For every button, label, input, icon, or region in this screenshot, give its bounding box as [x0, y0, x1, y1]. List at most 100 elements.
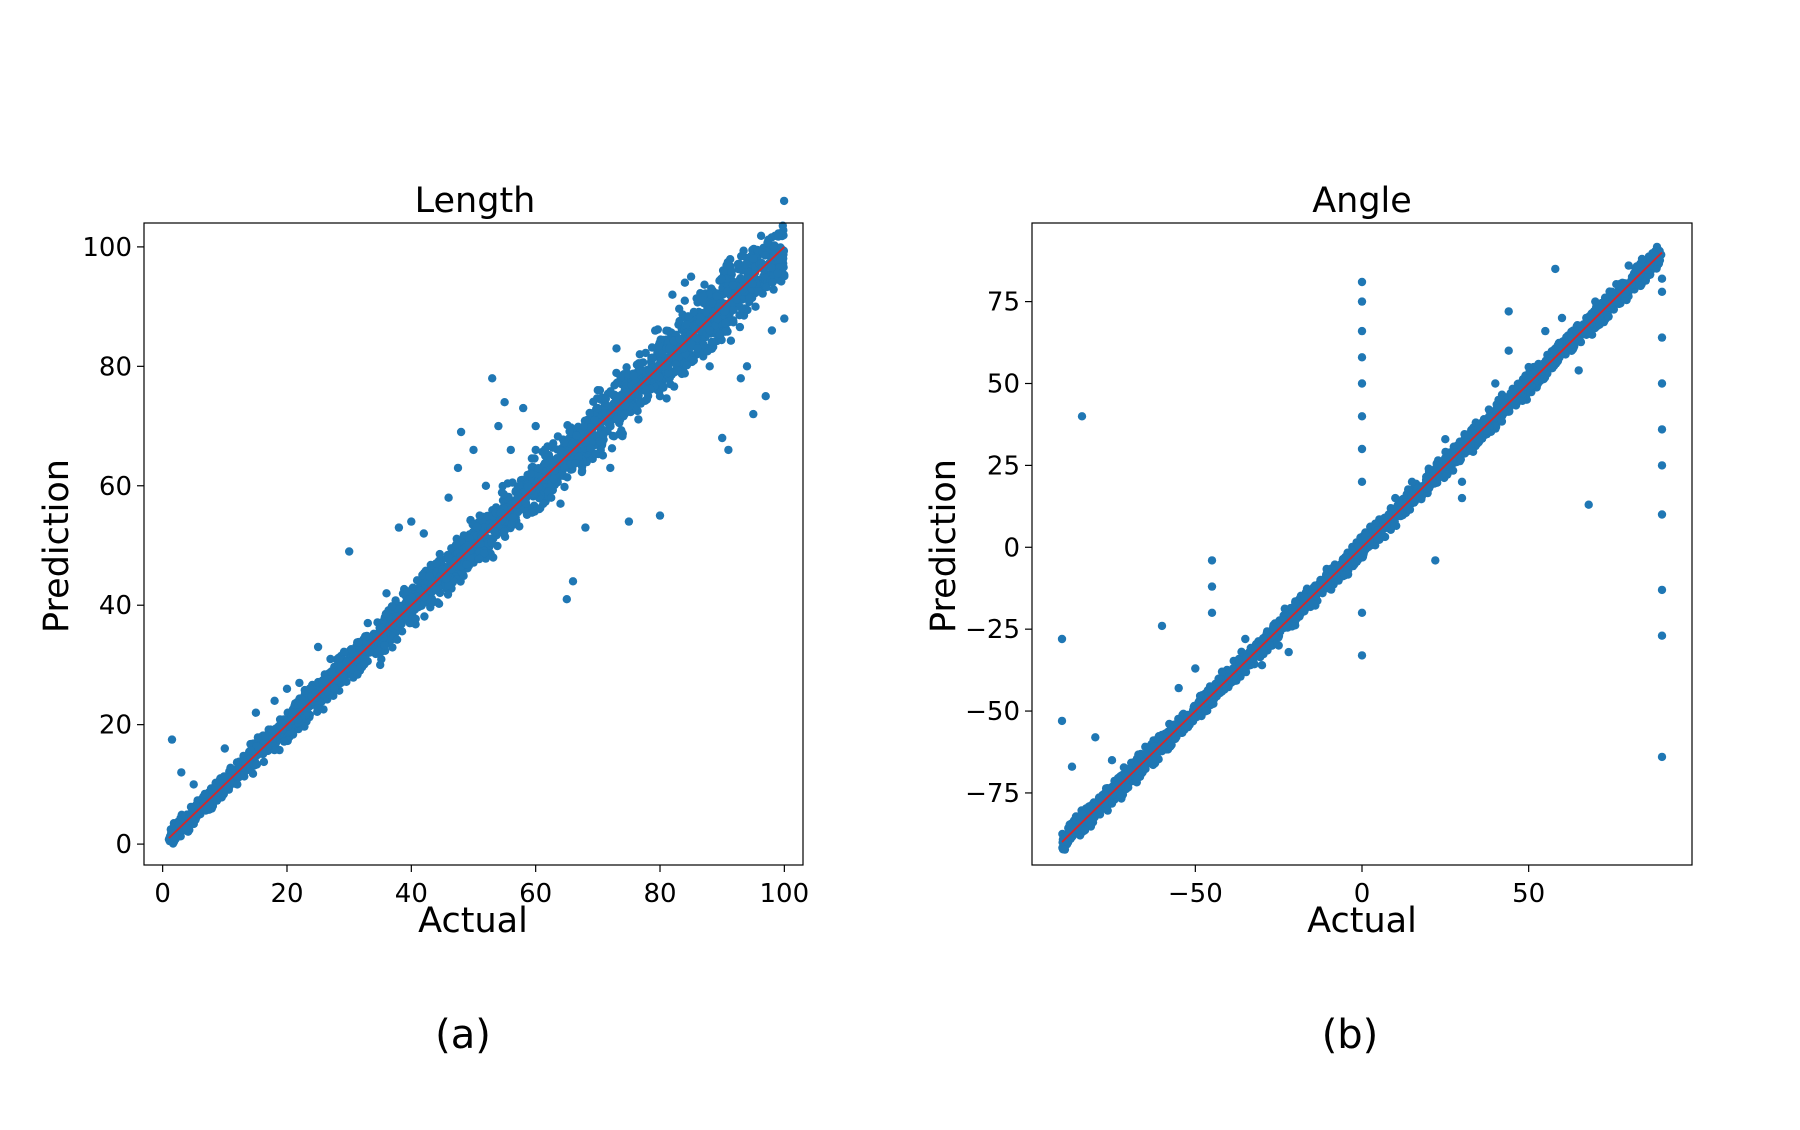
scatter-point — [668, 290, 677, 299]
scatter-band-point — [612, 378, 622, 387]
scatter-band-point — [586, 444, 595, 453]
scatter-band-point — [499, 490, 508, 499]
scatter-point — [680, 278, 690, 287]
scatter-band-point — [726, 255, 735, 264]
x-tick-label: 0 — [154, 879, 171, 909]
scatter-point — [506, 445, 515, 455]
scatter-band-point — [526, 469, 535, 478]
scatter-band-point — [511, 497, 521, 507]
scatter-band-point — [418, 570, 427, 580]
scatter-band-point — [252, 760, 261, 769]
scatter-point — [519, 403, 528, 413]
scatter-point — [453, 463, 463, 473]
scatter-band-point — [680, 296, 689, 305]
scatter-band-point — [411, 614, 420, 624]
scatter-point — [593, 403, 602, 413]
scatter-band-point — [489, 553, 498, 562]
scatter-band-point — [736, 274, 745, 283]
scatter-point — [326, 654, 335, 664]
scatter-band-point — [353, 670, 362, 679]
scatter-band-point — [474, 554, 484, 564]
scatter-band-point — [612, 392, 621, 401]
scatter-band-point — [707, 337, 716, 347]
scatter-band-point — [334, 654, 343, 664]
scatter-band-point — [710, 321, 720, 330]
scatter-band-point — [373, 646, 383, 655]
scatter-band-point — [695, 313, 705, 322]
scatter-band-point — [486, 523, 495, 533]
scatter-point — [556, 499, 565, 508]
scatter-point — [481, 481, 491, 490]
scatter-band-point — [365, 648, 374, 657]
scatter-band-point — [381, 609, 391, 618]
scatter-band-point — [297, 700, 307, 709]
scatter-band-point — [585, 423, 595, 432]
scatter-band-point — [728, 281, 738, 290]
scatter-band-point — [763, 238, 772, 247]
scatter-band-point — [465, 534, 474, 543]
scatter-band-point — [599, 430, 608, 439]
scatter-band-point — [480, 523, 489, 532]
scatter-band-point — [508, 513, 518, 522]
scatter-band-point — [671, 360, 681, 369]
y-tick-label: 80 — [99, 352, 132, 382]
scatter-point — [469, 445, 478, 455]
scatter-band-point — [192, 809, 202, 818]
scatter-band-point — [737, 252, 746, 261]
scatter-band-point — [663, 361, 673, 371]
scatter-band-point — [642, 395, 652, 404]
scatter-band-point — [742, 267, 751, 276]
scatter-band-point — [549, 475, 558, 484]
scatter-band-point — [1464, 446, 1473, 456]
scatter-band-point — [568, 438, 578, 448]
scatter-band-point — [598, 451, 608, 460]
scatter-band-point — [651, 326, 660, 335]
scatter-band-point — [609, 432, 619, 441]
scatter-band-point — [634, 415, 643, 424]
scatter-band-point — [507, 519, 516, 529]
scatter-point — [456, 427, 466, 437]
scatter-band-point — [601, 394, 610, 404]
scatter-band-point — [637, 358, 646, 368]
scatter-point — [438, 565, 447, 574]
scatter-band-point — [248, 769, 258, 778]
scatter-band-point — [442, 574, 451, 584]
scatter-point — [345, 547, 354, 556]
scatter-point — [363, 618, 372, 628]
chart-title-angle: Angle — [1312, 181, 1412, 221]
y-tick-label: 0 — [115, 830, 132, 860]
scatter-band-point — [589, 397, 598, 406]
scatter-band-point — [523, 482, 532, 491]
scatter-band-point — [259, 757, 269, 767]
scatter-band-point — [780, 270, 789, 280]
scatter-point — [705, 362, 714, 371]
scatter-band-point — [305, 684, 315, 693]
scatter-band-point — [768, 278, 777, 287]
scatter-point — [500, 398, 509, 407]
scatter-band-point — [679, 344, 688, 353]
scatter-point — [444, 493, 453, 502]
scatter-point — [475, 511, 484, 520]
scatter-band-point — [729, 318, 738, 327]
scatter-band-point — [774, 229, 783, 238]
scatter-band-point — [684, 312, 693, 321]
scatter-point — [376, 660, 385, 670]
scatter-band-point — [462, 560, 471, 569]
scatter-band-point — [585, 408, 594, 418]
scatter-band-point — [662, 394, 671, 403]
scatter-point — [488, 374, 497, 383]
scatter-band-point — [591, 449, 600, 459]
scatter-band-point — [571, 459, 580, 468]
scatter-band-point — [487, 538, 496, 547]
scatter-band-point — [1265, 641, 1275, 650]
scatter-band-point — [1491, 422, 1501, 431]
scatter-point — [693, 344, 702, 353]
x-axis-label-length: Actual — [418, 901, 528, 941]
scatter-band-point — [635, 350, 644, 359]
scatter-point — [394, 523, 404, 532]
scatter-point — [736, 374, 745, 383]
scatter-band-point — [444, 581, 453, 590]
chart-title-length: Length — [415, 181, 536, 221]
scatter-band-point — [572, 431, 581, 440]
